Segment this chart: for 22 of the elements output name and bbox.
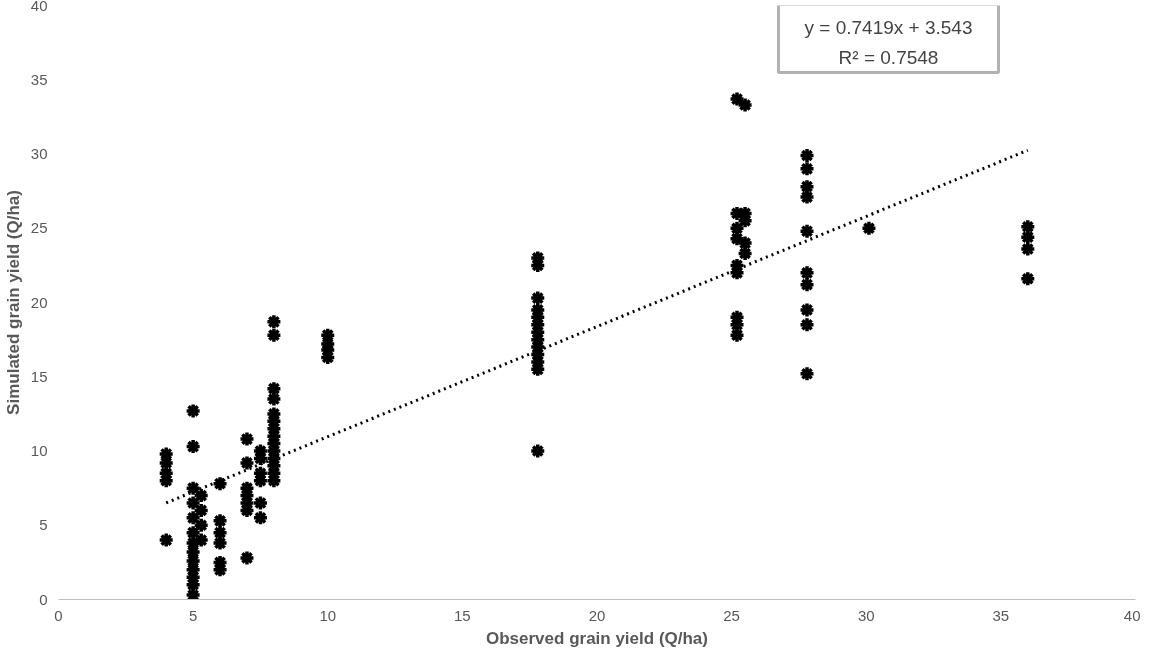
y-tick-label: 30 [30, 145, 48, 162]
x-tick-label: 15 [454, 606, 471, 624]
annotation: y = 0.7419x + 3.543 [804, 16, 973, 38]
y-tick-label: 25 [30, 219, 48, 237]
annotation: R² = 0.7548 [838, 46, 939, 68]
x-tick-label: 10 [319, 606, 337, 624]
x-axis-title: Observed grain yield (Q/ha) [486, 628, 709, 648]
y-tick-label: 10 [30, 442, 48, 459]
y-axis-title: Simulated grain yield (Q/ha) [3, 190, 23, 415]
y-tick-label: 0 [39, 590, 48, 608]
x-tick-label: 25 [723, 606, 740, 624]
x-tick-label: 5 [188, 606, 198, 624]
y-tick-label: 40 [30, 0, 48, 14]
x-tick-label: 40 [1123, 606, 1141, 624]
x-tick-label: 0 [54, 606, 63, 624]
x-tick-label: 35 [992, 606, 1010, 624]
y-tick-label: 20 [30, 293, 48, 311]
y-tick-label: 35 [30, 70, 48, 88]
x-tick-label: 30 [857, 606, 875, 624]
y-tick-label: 15 [30, 367, 48, 385]
y-tick-label: 5 [39, 516, 48, 534]
x-tick-label: 20 [588, 606, 606, 624]
